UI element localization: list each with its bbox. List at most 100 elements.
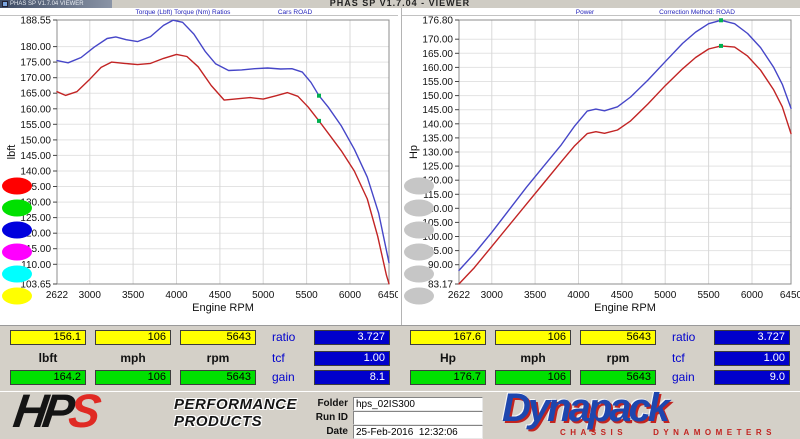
- y-tick-label: 145.00: [422, 105, 453, 116]
- speed-unit-label: mph: [120, 351, 146, 365]
- curve-baseline-torque: [56, 53, 390, 285]
- y-tick-label: 120.00: [422, 176, 453, 187]
- y-tick-label: 135.00: [422, 133, 453, 144]
- legend-oval: [404, 287, 434, 305]
- x-tick-label: 2622: [448, 290, 471, 301]
- y-tick-label: 150.00: [20, 135, 51, 146]
- y-tick-label: 100.00: [422, 232, 453, 243]
- x-tick-label: 6450: [780, 290, 800, 301]
- y-tick-label: 170.00: [422, 35, 453, 46]
- x-tick-label: 3500: [524, 290, 547, 301]
- x-tick-label: 3000: [79, 290, 102, 301]
- cursor-marker: [317, 118, 321, 123]
- chart-subtitle: Cars ROAD: [278, 9, 313, 16]
- x-tick-label: 5000: [252, 290, 275, 301]
- y-tick-label: 150.00: [422, 91, 453, 102]
- y-tick-label: 140.00: [422, 119, 453, 130]
- legend-oval: [404, 177, 434, 195]
- x-tick-label: 5500: [295, 290, 318, 301]
- y-axis-label: lbft: [6, 145, 18, 160]
- torque-run2-speed: 106: [95, 370, 171, 385]
- x-tick-label: 5000: [654, 290, 677, 301]
- x-tick-label: 4500: [209, 290, 232, 301]
- title-bar: PHAS SP V1.7.04 VIEWER PHAS SP V1.7.04 -…: [0, 0, 800, 8]
- y-tick-label: 110.00: [21, 260, 51, 271]
- y-tick-label: 110.00: [423, 204, 453, 215]
- y-tick-label: 83.17: [428, 280, 453, 291]
- date-input[interactable]: [353, 425, 483, 439]
- y-tick-label: 175.00: [20, 58, 51, 69]
- plot-area: [57, 20, 389, 284]
- y-tick-label: 170.00: [20, 73, 51, 84]
- folder-row: Folder: [300, 397, 490, 411]
- power-gain-label: gain: [672, 370, 695, 384]
- y-tick-label: 105.00: [422, 218, 453, 229]
- x-tick-label: 6000: [339, 290, 362, 301]
- dynapack-logo-subtext: CHASSIS DYNAMOMETERS: [560, 428, 776, 437]
- cursor-marker: [719, 18, 723, 23]
- power-run2-speed: 106: [495, 370, 571, 385]
- y-tick-label: 135.00: [20, 182, 51, 193]
- power-unit-label: Hp: [440, 351, 456, 365]
- y-tick-label: 103.65: [20, 280, 51, 291]
- y-tick-label: 160.00: [422, 63, 453, 74]
- legend-oval: [2, 221, 32, 239]
- torque-chart-panel: 188.55 180.00 175.00 170.00 165.00 160.00 155.…: [0, 8, 398, 325]
- power-tcf-label: tcf: [672, 351, 685, 365]
- app-icon: [2, 1, 8, 7]
- power-gain-value: 9.0: [714, 370, 790, 385]
- y-tick-label: 115.00: [21, 244, 51, 255]
- y-tick-label: 176.80: [422, 16, 453, 27]
- x-tick-label: 3000: [481, 290, 504, 301]
- legend-oval: [404, 265, 434, 283]
- torque-run2-rpm: 5643: [180, 370, 256, 385]
- x-tick-label: 5500: [697, 290, 720, 301]
- y-tick-label: 115.00: [423, 190, 453, 201]
- background-window-titlebar: PHAS SP V1.7.04 VIEWER: [0, 0, 112, 8]
- torque-run1-value: 156.1: [10, 330, 86, 345]
- torque-run1-rpm: 5643: [180, 330, 256, 345]
- rpm-unit-label-2: rpm: [606, 351, 630, 365]
- runid-input[interactable]: [353, 411, 483, 425]
- y-tick-label: 145.00: [20, 151, 51, 162]
- torque-gain-value: 8.1: [314, 370, 390, 385]
- background-window-title: PHAS SP V1.7.04 VIEWER: [10, 1, 84, 7]
- y-tick-label: 120.00: [20, 229, 51, 240]
- power-run1-rpm: 5643: [580, 330, 656, 345]
- y-tick-label: 130.00: [422, 148, 453, 159]
- rpm-unit-label: rpm: [206, 351, 230, 365]
- torque-run2-value: 164.2: [10, 370, 86, 385]
- x-tick-label: 6450: [378, 290, 398, 301]
- x-tick-label: 3500: [122, 290, 145, 301]
- date-row: Date: [300, 425, 490, 439]
- legend-oval: [2, 265, 32, 283]
- x-tick-label: 6000: [741, 290, 764, 301]
- hps-logo: HPS PERFORMANCE PRODUCTS: [10, 384, 299, 438]
- cursor-values-region: 156.1 106 5643 lbft mph rpm 164.2 106 56…: [0, 325, 800, 392]
- chart-title: Power: [576, 9, 595, 16]
- y-tick-label: 188.55: [20, 16, 51, 27]
- y-tick-label: 90.00: [428, 260, 453, 271]
- legend-oval: [404, 221, 434, 239]
- x-axis-label: Engine RPM: [192, 302, 254, 314]
- legend-oval: [404, 243, 434, 261]
- y-tick-label: 155.00: [20, 120, 51, 131]
- y-tick-label: 140.00: [20, 167, 51, 178]
- chart-title: Torque (Lbft) Torque (Nm) Ratios: [136, 9, 232, 16]
- torque-chart: 188.55 180.00 175.00 170.00 165.00 160.00 155.…: [0, 9, 398, 314]
- power-chart: 176.80 170.00 165.00 160.00 155.00 150.00 145.…: [402, 9, 800, 314]
- torque-gain-label: gain: [272, 370, 295, 384]
- footer: HPS PERFORMANCE PRODUCTS Folder Run ID D…: [0, 384, 800, 439]
- power-run2-rpm: 5643: [580, 370, 656, 385]
- power-chart-panel: 176.80 170.00 165.00 160.00 155.00 150.00 145.…: [401, 8, 800, 325]
- y-tick-label: 155.00: [422, 77, 453, 88]
- hps-logo-subtext: PERFORMANCE PRODUCTS: [174, 396, 298, 430]
- cursor-marker: [719, 43, 723, 48]
- plot-border: [56, 19, 390, 285]
- torque-tcf-value: 1.00: [314, 351, 390, 366]
- y-tick-label: 180.00: [20, 42, 51, 53]
- cursor-marker: [317, 93, 321, 98]
- x-tick-label: 4500: [611, 290, 634, 301]
- folder-input[interactable]: [353, 397, 483, 411]
